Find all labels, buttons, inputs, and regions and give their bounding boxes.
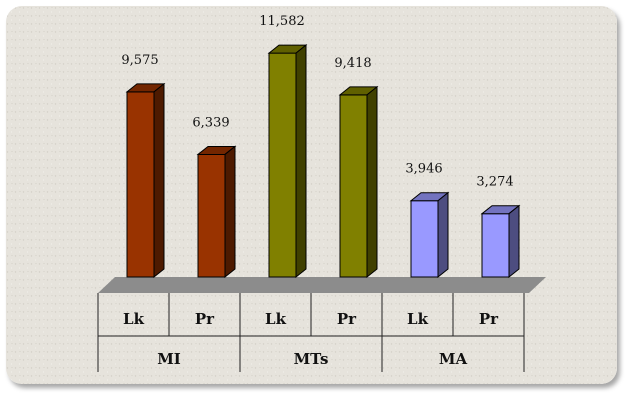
- bar-mi-lk: [125, 82, 166, 279]
- category-label-mts-lk: Lk: [265, 310, 287, 328]
- bar-mi-pr: [196, 145, 237, 279]
- value-label-mts-lk: 11,582: [259, 14, 305, 29]
- value-label-mts-pr: 9,418: [334, 56, 371, 71]
- chart-floor: [98, 277, 546, 293]
- value-label-mi-pr: 6,339: [192, 115, 229, 130]
- bar-mts-pr: [338, 85, 379, 279]
- bar-chart: 9,575 6,339 11,582 9,418 3,946 3,274 Lk Pr Lk Pr…: [6, 6, 617, 384]
- bar-mts-lk: [267, 44, 308, 279]
- value-label-mi-lk: 9,575: [121, 53, 158, 68]
- bar-ma-pr: [480, 204, 521, 279]
- category-label-ma-lk: Lk: [407, 310, 429, 328]
- category-label-mi-lk: Lk: [123, 310, 145, 328]
- category-label-mi-pr: Pr: [195, 310, 215, 328]
- category-label-mts-pr: Pr: [337, 310, 357, 328]
- value-label-ma-lk: 3,946: [405, 162, 442, 177]
- group-label-mi: MI: [157, 350, 181, 368]
- chart-frame: 9,575 6,339 11,582 9,418 3,946 3,274 Lk Pr Lk Pr…: [6, 6, 617, 384]
- group-label-ma: MA: [439, 350, 468, 368]
- bar-ma-lk: [409, 191, 450, 279]
- category-label-ma-pr: Pr: [479, 310, 499, 328]
- value-label-ma-pr: 3,274: [476, 175, 513, 190]
- group-label-mts: MTs: [294, 350, 329, 368]
